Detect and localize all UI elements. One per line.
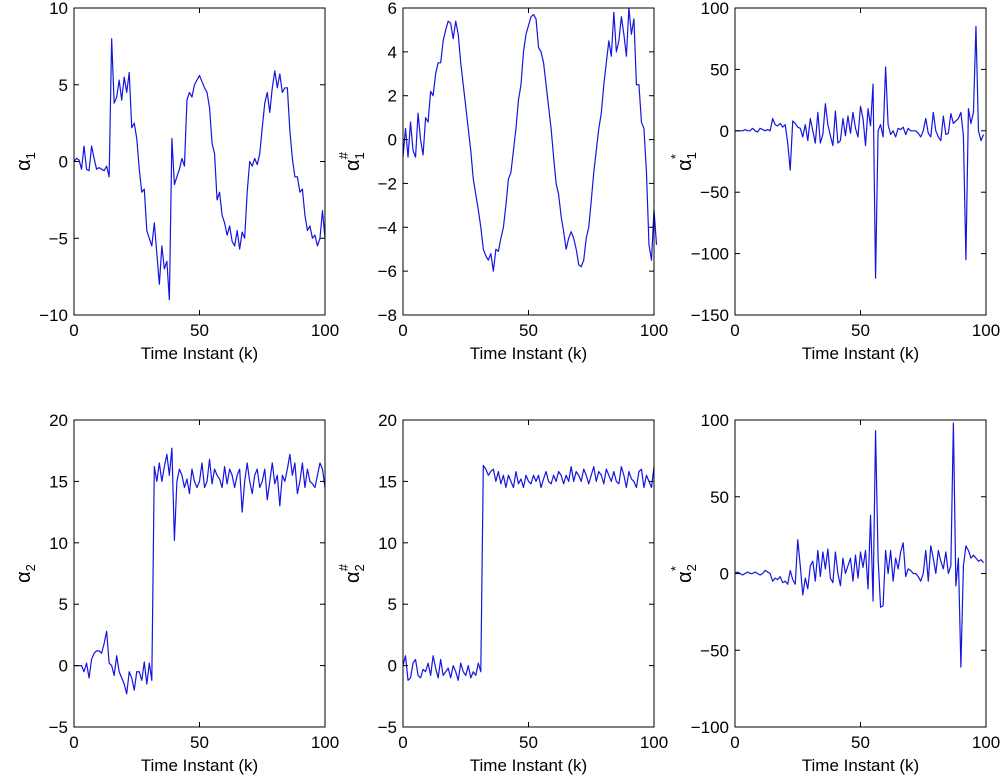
svg-text:α1: α1	[13, 152, 38, 171]
x-tick-label: 0	[730, 733, 739, 752]
y-tick-label: −10	[39, 306, 68, 325]
x-tick-label: 0	[730, 321, 739, 340]
y-tick-label: 5	[59, 595, 68, 614]
panel-alpha1: 0 50 100 −10 −5 0 5 10 Time Instant (k) α1	[13, 0, 339, 363]
y-tick-label: −5	[49, 229, 68, 248]
y-axis-label: α1	[13, 152, 38, 171]
x-axis-label: Time Instant (k)	[470, 756, 587, 775]
x-axis-label: Time Instant (k)	[802, 344, 919, 363]
y-tick-label: −100	[691, 718, 729, 737]
y-tick-label: 0	[720, 122, 729, 141]
x-tick-label: 100	[640, 321, 668, 340]
svg-text:α1#: α1#	[336, 151, 367, 171]
x-tick-label: 100	[311, 733, 339, 752]
svg-text:α2*: α2*	[668, 564, 699, 583]
y-tick-label: −8	[378, 306, 397, 325]
y-axis-label: α1*	[668, 152, 699, 171]
y-tick-label: 100	[701, 0, 729, 18]
x-axis-label: Time Instant (k)	[470, 344, 587, 363]
y-tick-label: 0	[59, 153, 68, 172]
y-tick-label: −100	[691, 245, 729, 264]
series-line-alpha2-star	[734, 422, 984, 668]
y-tick-label: −6	[378, 262, 397, 281]
x-tick-label: 0	[69, 733, 78, 752]
x-tick-label: 100	[640, 733, 668, 752]
y-tick-label: −5	[49, 718, 68, 737]
y-tick-label: 20	[378, 411, 397, 430]
y-tick-label: 10	[49, 0, 68, 18]
y-tick-label: 4	[388, 43, 397, 62]
y-tick-label: 10	[49, 534, 68, 553]
y-tick-label: −5	[378, 718, 397, 737]
y-axis-label: α2	[13, 564, 38, 583]
x-tick-label: 50	[519, 733, 538, 752]
x-axis-label: Time Instant (k)	[141, 756, 258, 775]
y-tick-label: 0	[388, 131, 397, 150]
y-axis-label: α1#	[336, 151, 367, 171]
y-tick-label: 15	[378, 472, 397, 491]
series-line-alpha2	[74, 447, 326, 695]
plot-frame	[402, 419, 655, 728]
y-tick-label: 5	[59, 76, 68, 95]
y-tick-label: 10	[378, 534, 397, 553]
y-tick-label: 0	[720, 565, 729, 584]
y-axis-label: α2#	[336, 563, 367, 583]
series-line-alpha1	[73, 38, 326, 301]
x-tick-label: 0	[398, 733, 407, 752]
y-tick-label: 100	[701, 411, 729, 430]
x-tick-label: 50	[519, 321, 538, 340]
x-axis-label: Time Instant (k)	[802, 756, 919, 775]
x-tick-label: 100	[972, 321, 1000, 340]
x-axis-label: Time Instant (k)	[141, 344, 258, 363]
x-tick-label: 50	[851, 321, 870, 340]
y-tick-label: 2	[388, 87, 397, 106]
y-tick-label: −2	[378, 174, 397, 193]
x-tick-label: 100	[311, 321, 339, 340]
y-tick-label: 6	[388, 0, 397, 18]
plot-frame	[734, 7, 987, 316]
series-line-alpha2-sharp	[402, 464, 655, 681]
y-tick-label: 50	[710, 488, 729, 507]
panel-alpha1-sharp: 0 50 100 −8 −6 −4 −2 0 2 4 6 Time Instant (k) α1#	[336, 0, 668, 363]
y-tick-label: −50	[700, 641, 729, 660]
y-tick-label: 15	[49, 472, 68, 491]
x-tick-label: 50	[190, 733, 209, 752]
svg-text:α1*: α1*	[668, 152, 699, 171]
y-axis-label: α2*	[668, 564, 699, 583]
y-tick-label: −150	[691, 306, 729, 325]
y-tick-label: 50	[710, 60, 729, 79]
x-tick-label: 0	[398, 321, 407, 340]
series-line-alpha1-sharp	[402, 7, 658, 272]
x-tick-label: 0	[69, 321, 78, 340]
y-tick-label: −4	[378, 218, 397, 237]
panel-alpha2-star: 0 50 100 −100 −50 0 50 100 Time Instant (k) α2*	[668, 411, 1000, 775]
x-tick-label: 50	[190, 321, 209, 340]
y-tick-label: 0	[59, 657, 68, 676]
svg-text:α2#: α2#	[336, 563, 367, 583]
svg-text:α2: α2	[13, 564, 38, 583]
x-tick-label: 100	[972, 733, 1000, 752]
y-tick-label: 20	[49, 411, 68, 430]
plot-frame	[402, 7, 655, 316]
panel-alpha1-star: 0 50 100 −150 −100 −50 0 50 100 Time Instant (k) α…	[668, 0, 1000, 363]
series-line-alpha1-star	[735, 25, 985, 279]
y-tick-label: −50	[700, 183, 729, 202]
y-tick-label: 5	[388, 595, 397, 614]
x-tick-label: 50	[851, 733, 870, 752]
y-tick-label: 0	[388, 657, 397, 676]
